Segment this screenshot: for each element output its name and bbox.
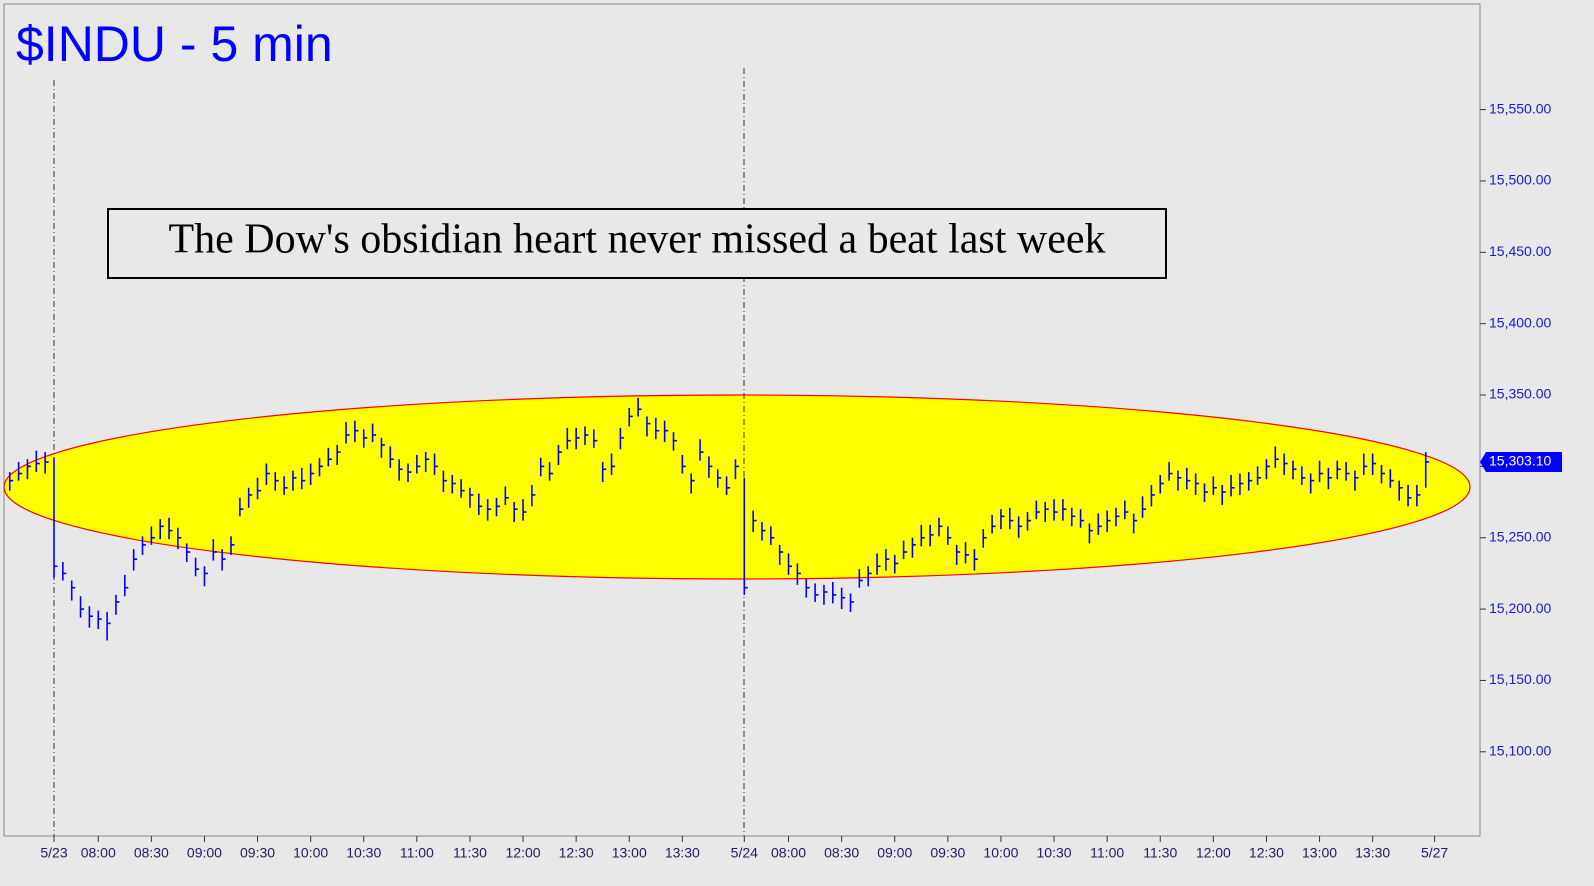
y-tick-label: 15,200.00 <box>1489 600 1551 616</box>
highlight-ellipse <box>3 394 1471 580</box>
x-tick-label: 12:30 <box>1249 845 1284 861</box>
x-tick-label: 13:30 <box>1355 845 1390 861</box>
last-price-box <box>1480 451 1562 472</box>
bars <box>8 397 1430 641</box>
x-tick-label: 13:00 <box>612 845 647 861</box>
x-tick-label: 08:30 <box>824 845 859 861</box>
annotation: The Dow's obsidian heart never missed a … <box>168 217 1105 263</box>
y-tick-label: 15,150.00 <box>1489 671 1551 687</box>
x-tick-label: 08:00 <box>81 845 116 861</box>
x-tick-label: 11:30 <box>453 845 487 861</box>
x-tick-label: 11:00 <box>1090 845 1124 861</box>
x-tick-label: 09:30 <box>240 845 275 861</box>
x-tick-label: 12:00 <box>1196 845 1231 861</box>
x-tick-label: 11:00 <box>400 845 434 861</box>
y-tick-label: 15,100.00 <box>1489 743 1551 759</box>
x-tick-label: 13:30 <box>665 845 700 861</box>
y-tick-label: 15,400.00 <box>1489 314 1551 330</box>
y-tick-label: 15,450.00 <box>1489 243 1551 259</box>
x-tick-label: 09:00 <box>877 845 912 861</box>
chart-title: $INDU - 5 min <box>16 16 333 72</box>
x-tick-label: 12:30 <box>559 845 594 861</box>
x-tick-label: 12:00 <box>506 845 541 861</box>
x-tick-label: 5/27 <box>1421 845 1448 861</box>
x-tick-label: 5/24 <box>731 845 758 861</box>
x-tick-label: 10:30 <box>346 845 381 861</box>
annotation-box <box>107 208 1167 279</box>
y-tick-label: 15,350.00 <box>1489 386 1551 402</box>
x-tick-label: 10:00 <box>983 845 1018 861</box>
x-tick-label: 10:30 <box>1037 845 1072 861</box>
x-tick-label: 09:30 <box>930 845 965 861</box>
x-tick-label: 5/23 <box>40 845 67 861</box>
y-tick-label: 15,250.00 <box>1489 528 1551 544</box>
y-tick-label: 15,500.00 <box>1489 172 1551 188</box>
x-tick-label: 08:30 <box>134 845 169 861</box>
y-tick-label: 15,550.00 <box>1489 100 1551 116</box>
last-price-label: 15,303.10 <box>1489 453 1551 469</box>
x-tick-label: 13:00 <box>1302 845 1337 861</box>
x-tick-label: 09:00 <box>187 845 222 861</box>
x-tick-label: 08:00 <box>771 845 806 861</box>
x-tick-label: 11:30 <box>1143 845 1177 861</box>
x-tick-label: 10:00 <box>293 845 328 861</box>
